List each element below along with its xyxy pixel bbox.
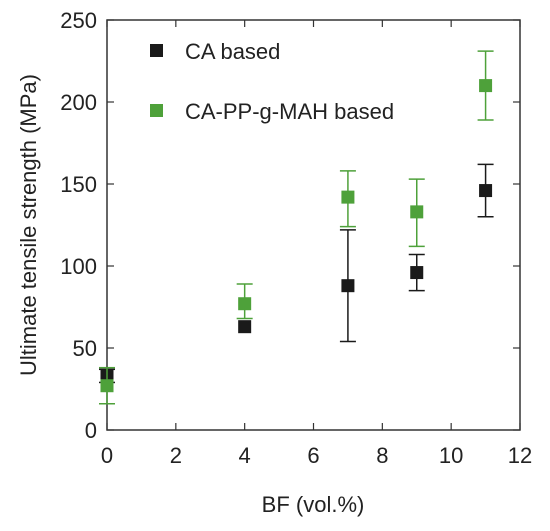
- legend: CA based CA-PP-g-MAH based: [150, 39, 394, 124]
- data-point-ca-based: [479, 184, 493, 198]
- y-tick-label: 150: [60, 172, 97, 197]
- x-tick-label: 12: [508, 443, 532, 468]
- legend-swatch-ca-pp-g-mah-based: [150, 104, 163, 117]
- x-tick-label: 4: [239, 443, 251, 468]
- y-tick-label: 100: [60, 254, 97, 279]
- legend-label-ca-based: CA based: [185, 39, 280, 64]
- legend-label-ca-pp-g-mah-based: CA-PP-g-MAH based: [185, 99, 394, 124]
- x-tick-label: 2: [170, 443, 182, 468]
- axis-tick-labels: 0 2 4 6 8 10 12 0 50 100 150 200 250: [60, 8, 532, 468]
- plot-frame: [106, 19, 521, 431]
- data-point-ca-pp-g-mah-based: [100, 379, 114, 393]
- x-tick-label: 10: [439, 443, 463, 468]
- y-axis-title: Ultimate tensile strength (MPa): [16, 74, 41, 376]
- data-point-ca-pp-g-mah-based: [410, 205, 424, 219]
- y-tick-label: 0: [85, 418, 97, 443]
- x-axis-title: BF (vol.%): [262, 492, 365, 517]
- axis-ticks: [106, 19, 521, 431]
- x-tick-label: 6: [307, 443, 319, 468]
- x-tick-label: 8: [376, 443, 388, 468]
- y-tick-label: 50: [73, 336, 97, 361]
- y-tick-label: 250: [60, 8, 97, 33]
- y-tick-label: 200: [60, 90, 97, 115]
- data-point-ca-based: [238, 320, 252, 334]
- data-point-ca-pp-g-mah-based: [341, 190, 355, 204]
- data-point-ca-pp-g-mah-based: [479, 79, 493, 93]
- x-tick-label: 0: [101, 443, 113, 468]
- data-point-ca-based: [341, 279, 355, 293]
- data-point-ca-pp-g-mah-based: [238, 297, 252, 311]
- data-point-ca-based: [410, 266, 424, 280]
- legend-swatch-ca-based: [150, 44, 163, 57]
- data-marks: [99, 50, 494, 405]
